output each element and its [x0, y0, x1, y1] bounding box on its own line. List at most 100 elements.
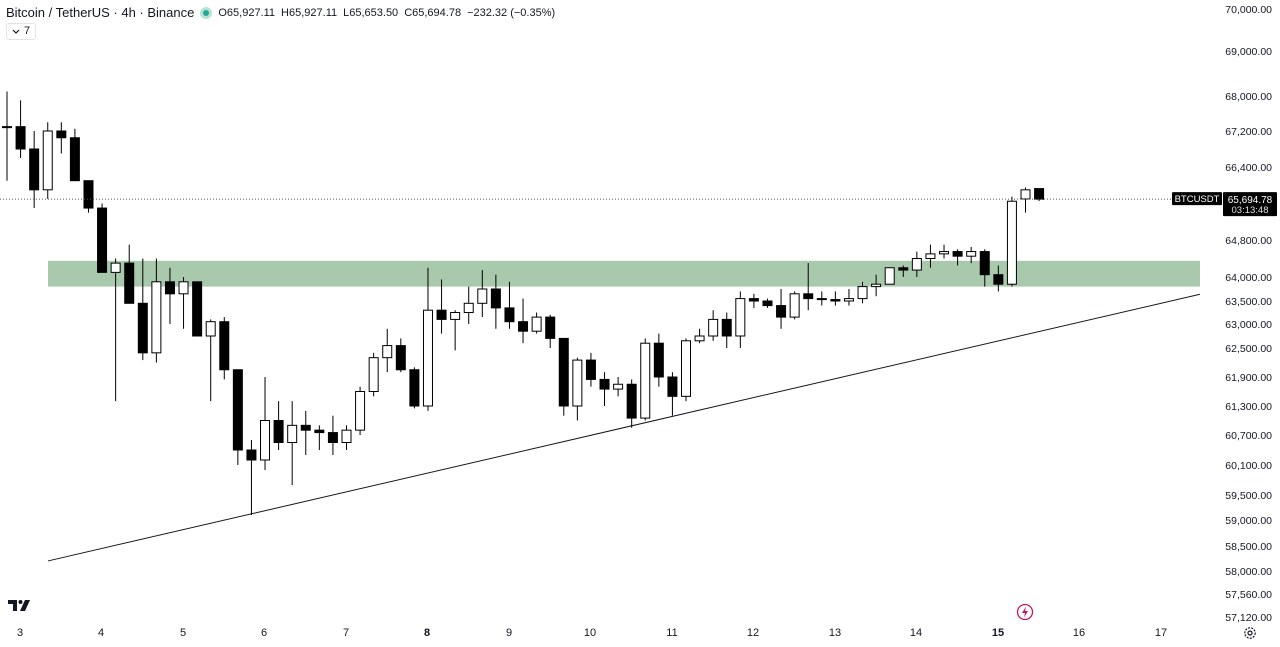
price-tick-label: 57,120.00 [1225, 612, 1272, 624]
price-tick-label: 59,000.00 [1225, 515, 1272, 527]
candle [83, 180, 94, 213]
candle [1006, 196, 1017, 287]
ascending-trendline [47, 293, 1201, 562]
bar-countdown-timer: 03:13:48 [1232, 205, 1269, 216]
time-tick-label: 17 [1155, 627, 1167, 639]
candle [1034, 188, 1045, 202]
candle [762, 298, 773, 308]
candle [164, 267, 175, 324]
close-value: C65,694.78 [404, 6, 462, 19]
candle-body-up [450, 312, 461, 320]
time-tick-label: 10 [584, 627, 596, 639]
candle-body-down [327, 432, 338, 444]
time-tick-label: 15 [992, 627, 1004, 639]
candle [124, 244, 135, 304]
candle-body-down [137, 302, 148, 354]
time-axis[interactable]: 3 4 5 6 7 8 9 10 11 12 13 14 15 16 17 [17, 627, 1167, 639]
price-tick-label: 69,000.00 [1225, 46, 1272, 58]
candle [192, 281, 203, 337]
candle [518, 298, 529, 344]
candle-body-down [585, 359, 596, 380]
indicator-count: 7 [24, 25, 31, 37]
candle [151, 258, 162, 363]
candle-body-up [694, 335, 705, 342]
indicators-collapse-button[interactable]: 7 [6, 23, 37, 40]
symbol-title[interactable]: Bitcoin / TetherUS · 4h · Binance [6, 5, 195, 20]
price-tag-value: 65,694.78 [1228, 195, 1273, 206]
ticker-tag-label: BTCUSDT [1175, 194, 1220, 205]
candle-body-up [341, 429, 352, 443]
candle [993, 265, 1004, 292]
candle-body-up [939, 251, 950, 255]
candle [260, 377, 271, 470]
candle [979, 249, 990, 287]
candle [137, 258, 148, 361]
candle [681, 338, 691, 402]
settings-icon[interactable] [1243, 626, 1257, 640]
time-tick-label: 13 [829, 627, 841, 639]
price-axis[interactable]: 70,000.00 69,000.00 68,000.00 67,200.00 66,4… [1225, 4, 1272, 624]
candle-body-down [993, 274, 1004, 285]
candle-body-down [490, 288, 501, 309]
candle-body-down [558, 337, 569, 407]
candle-body-up [355, 391, 366, 431]
candle [776, 289, 787, 329]
candle [314, 425, 325, 450]
change-value: −232.32 (−0.35%) [467, 6, 556, 19]
candle [748, 293, 759, 308]
candle [735, 291, 746, 348]
candle-body-up [572, 359, 583, 407]
candle-body-up [735, 298, 746, 337]
candle [477, 270, 488, 318]
candle-body-down [748, 298, 759, 302]
candle-body-down [395, 345, 406, 371]
candle-body-up [911, 258, 922, 271]
candle-body-down [952, 251, 963, 257]
low-value: L65,653.50 [343, 6, 399, 19]
candle [599, 372, 610, 406]
time-tick-label: 14 [910, 627, 922, 639]
candle-body-down [816, 298, 827, 301]
candle-body-down [979, 251, 990, 276]
candle [708, 310, 719, 341]
candle [884, 267, 895, 285]
candle [2, 91, 12, 181]
candle-body-down [518, 321, 529, 332]
candle [490, 274, 501, 329]
candle-body-up [42, 130, 53, 191]
candle [694, 328, 705, 344]
candle [69, 128, 80, 182]
candle-body-up [422, 309, 433, 407]
price-tick-label: 64,800.00 [1225, 235, 1272, 247]
lightning-icon[interactable] [1016, 603, 1034, 621]
candle [504, 281, 515, 329]
candle-body-down [721, 318, 732, 337]
candle [355, 386, 366, 435]
candle-body-up [857, 286, 868, 300]
candle-body-up [1006, 200, 1017, 285]
price-tag-box [1223, 192, 1277, 217]
candle [273, 401, 284, 450]
candle-body-up [966, 251, 977, 257]
candle [626, 379, 637, 428]
candles-layer [2, 91, 1045, 515]
candle [925, 244, 936, 268]
candle-body-up [178, 281, 189, 295]
candle [572, 357, 583, 421]
candle-body-up [708, 318, 719, 337]
candle [287, 401, 298, 485]
price-tick-label: 60,700.00 [1225, 430, 1272, 442]
candle [653, 333, 664, 387]
candle [830, 291, 841, 306]
candle-body-down [803, 293, 814, 300]
candle [178, 277, 189, 329]
candle [857, 281, 868, 304]
candle [613, 377, 624, 397]
candle [966, 246, 977, 264]
candle [558, 337, 569, 416]
ticker-tag-box [1172, 192, 1222, 206]
tradingview-logo-icon[interactable] [8, 598, 32, 612]
price-zone-rect [48, 260, 1200, 287]
